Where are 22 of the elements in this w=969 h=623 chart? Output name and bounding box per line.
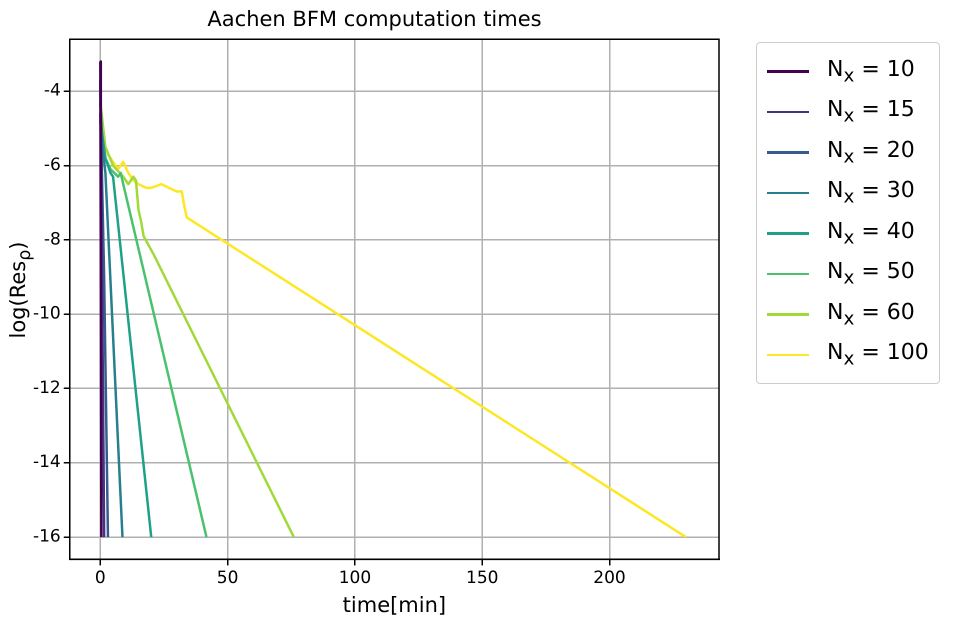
x-tick-label: 150 <box>466 568 498 588</box>
legend-label: N$_{x}$ = 10 <box>827 56 915 86</box>
x-tick-label: 50 <box>216 568 238 588</box>
y-tick-label: -12 <box>32 378 61 398</box>
chart-title: Aachen BFM computation times <box>207 7 542 32</box>
x-tick-label: 100 <box>338 568 372 588</box>
legend-label: N$_{x}$ = 60 <box>827 300 915 329</box>
legend-label: N$_{x}$ = 15 <box>827 97 915 126</box>
y-tick-label: -16 <box>32 526 61 547</box>
y-tick-label: -10 <box>32 304 61 324</box>
x-tick-label: 0 <box>94 568 106 588</box>
x-axis-title: time[min] <box>342 592 446 617</box>
legend-label: N$_{x}$ = 40 <box>827 218 915 248</box>
legend-label: N$_{x}$ = 50 <box>827 259 915 288</box>
y-tick-label: -4 <box>44 80 61 101</box>
y-tick-label: -6 <box>44 154 61 175</box>
x-tick-label: 200 <box>593 568 626 588</box>
y-tick-label: -14 <box>32 452 61 472</box>
legend-label: N$_{x}$ = 100 <box>827 340 929 370</box>
y-tick-label: -8 <box>44 229 61 250</box>
legend-label: N$_{x}$ = 30 <box>827 178 915 208</box>
legend-label: N$_{x}$ = 20 <box>827 138 915 167</box>
